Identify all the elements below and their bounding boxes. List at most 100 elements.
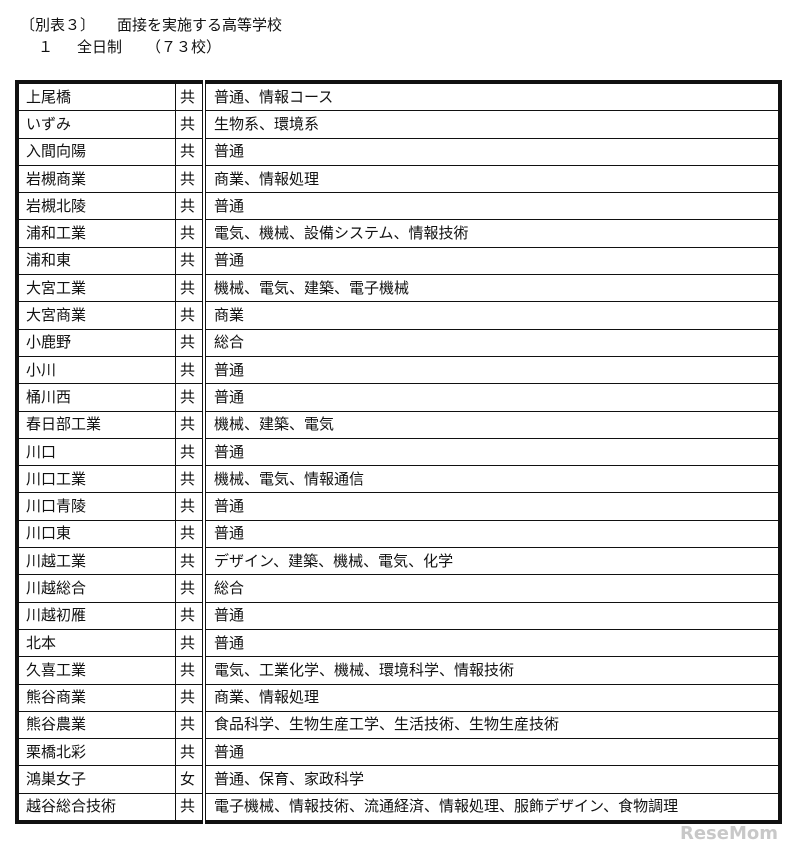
courses: 普通 bbox=[204, 738, 780, 767]
courses: 電気、工業化学、機械、環境科学、情報技術 bbox=[204, 656, 780, 685]
school-name: いずみ bbox=[17, 110, 176, 139]
table-row: 久喜工業共電気、工業化学、機械、環境科学、情報技術 bbox=[17, 656, 780, 685]
school-type: 共 bbox=[175, 683, 206, 712]
courses: 普通 bbox=[204, 492, 780, 521]
document-title: 〔別表３〕 面接を実施する高等学校 bbox=[20, 16, 304, 34]
courses: 機械、建築、電気 bbox=[204, 410, 780, 439]
subtitle-number: １ bbox=[38, 38, 54, 56]
school-type: 共 bbox=[175, 710, 206, 740]
school-name: 上尾橋 bbox=[17, 81, 176, 112]
courses: 電気、機械、設備システム、情報技術 bbox=[204, 219, 780, 248]
title-text: 面接を実施する高等学校 bbox=[117, 16, 283, 34]
courses: デザイン、建築、機械、電気、化学 bbox=[204, 547, 780, 576]
table-row: 北本共普通 bbox=[17, 628, 780, 658]
courses: 機械、電気、情報通信 bbox=[204, 465, 780, 494]
school-type: 共 bbox=[175, 246, 206, 276]
school-type: 共 bbox=[175, 547, 206, 576]
courses: 普通 bbox=[204, 192, 780, 221]
school-name: 越谷総合技術 bbox=[17, 792, 176, 823]
document-subtitle: １ 全日制 （７３校） bbox=[38, 38, 245, 56]
courses: 商業、情報処理 bbox=[204, 164, 780, 194]
school-name: 鴻巣女子 bbox=[17, 765, 176, 794]
table-row: 川口青陵共普通 bbox=[17, 492, 780, 521]
table-row: 熊谷農業共食品科学、生物生産工学、生活技術、生物生産技術 bbox=[17, 710, 780, 740]
school-name: 川越工業 bbox=[17, 547, 176, 576]
school-type: 共 bbox=[175, 519, 206, 549]
school-type: 共 bbox=[175, 656, 206, 685]
school-type: 共 bbox=[175, 164, 206, 194]
table-row: 入間向陽共普通 bbox=[17, 137, 780, 166]
school-type: 共 bbox=[175, 738, 206, 767]
courses: 総合 bbox=[204, 328, 780, 357]
table-row: 越谷総合技術共電子機械、情報技術、流通経済、情報処理、服飾デザイン、食物調理 bbox=[17, 792, 780, 823]
school-name: 大宮工業 bbox=[17, 274, 176, 303]
table-row: 浦和工業共電気、機械、設備システム、情報技術 bbox=[17, 219, 780, 248]
subtitle-label: 全日制 bbox=[77, 38, 123, 56]
subtitle-count: （７３校） bbox=[146, 38, 222, 56]
table-row: 上尾橋共普通、情報コース bbox=[17, 81, 780, 112]
school-type: 共 bbox=[175, 192, 206, 221]
school-name: 春日部工業 bbox=[17, 410, 176, 439]
table-row: 小川共普通 bbox=[17, 355, 780, 385]
table-row: 川口東共普通 bbox=[17, 519, 780, 549]
school-name: 浦和東 bbox=[17, 246, 176, 276]
table-row: 熊谷商業共商業、情報処理 bbox=[17, 683, 780, 712]
courses: 普通 bbox=[204, 628, 780, 658]
table-row: 川口工業共機械、電気、情報通信 bbox=[17, 465, 780, 494]
school-type: 共 bbox=[175, 383, 206, 412]
table-row: 川越初雁共普通 bbox=[17, 601, 780, 630]
school-type: 共 bbox=[175, 81, 206, 112]
school-name: 川越総合 bbox=[17, 574, 176, 603]
courses: 商業、情報処理 bbox=[204, 683, 780, 712]
table-row: 浦和東共普通 bbox=[17, 246, 780, 276]
courses: 普通 bbox=[204, 519, 780, 549]
courses: 普通 bbox=[204, 355, 780, 385]
courses: 普通、情報コース bbox=[204, 81, 780, 112]
school-type: 共 bbox=[175, 410, 206, 439]
courses: 普通、保育、家政科学 bbox=[204, 765, 780, 794]
school-name: 栗橋北彩 bbox=[17, 738, 176, 767]
school-type: 共 bbox=[175, 328, 206, 357]
school-type: 共 bbox=[175, 110, 206, 139]
school-name: 桶川西 bbox=[17, 383, 176, 412]
school-type: 共 bbox=[175, 792, 206, 823]
school-type: 共 bbox=[175, 574, 206, 603]
table-row: 栗橋北彩共普通 bbox=[17, 738, 780, 767]
schools-table: 上尾橋共普通、情報コース いずみ共生物系、環境系 入間向陽共普通 岩槻商業共商業、情報… bbox=[15, 80, 782, 825]
table-row: 岩槻北陵共普通 bbox=[17, 192, 780, 221]
table-row: 鴻巣女子女普通、保育、家政科学 bbox=[17, 765, 780, 794]
table-row: 大宮工業共機械、電気、建築、電子機械 bbox=[17, 274, 780, 303]
school-name: 熊谷農業 bbox=[17, 710, 176, 740]
watermark-logo: ReseMom bbox=[679, 823, 778, 844]
courses: 商業 bbox=[204, 301, 780, 330]
school-type: 共 bbox=[175, 601, 206, 630]
school-name: 川口東 bbox=[17, 519, 176, 549]
courses: 総合 bbox=[204, 574, 780, 603]
courses: 電子機械、情報技術、流通経済、情報処理、服飾デザイン、食物調理 bbox=[204, 792, 780, 823]
table-row: いずみ共生物系、環境系 bbox=[17, 110, 780, 139]
school-name: 久喜工業 bbox=[17, 656, 176, 685]
courses: 普通 bbox=[204, 601, 780, 630]
table-row: 桶川西共普通 bbox=[17, 383, 780, 412]
courses: 生物系、環境系 bbox=[204, 110, 780, 139]
school-type: 共 bbox=[175, 628, 206, 658]
table-row: 春日部工業共機械、建築、電気 bbox=[17, 410, 780, 439]
school-name: 川口 bbox=[17, 437, 176, 467]
school-name: 小鹿野 bbox=[17, 328, 176, 357]
school-name: 浦和工業 bbox=[17, 219, 176, 248]
courses: 普通 bbox=[204, 383, 780, 412]
courses: 普通 bbox=[204, 437, 780, 467]
courses: 食品科学、生物生産工学、生活技術、生物生産技術 bbox=[204, 710, 780, 740]
school-name: 川越初雁 bbox=[17, 601, 176, 630]
school-type: 共 bbox=[175, 301, 206, 330]
school-type: 共 bbox=[175, 465, 206, 494]
table-row: 川越工業共デザイン、建築、機械、電気、化学 bbox=[17, 547, 780, 576]
school-name: 大宮商業 bbox=[17, 301, 176, 330]
school-name: 小川 bbox=[17, 355, 176, 385]
school-name: 北本 bbox=[17, 628, 176, 658]
school-name: 川口青陵 bbox=[17, 492, 176, 521]
school-type: 共 bbox=[175, 355, 206, 385]
table-row: 岩槻商業共商業、情報処理 bbox=[17, 164, 780, 194]
school-name: 岩槻商業 bbox=[17, 164, 176, 194]
table-row: 川越総合共総合 bbox=[17, 574, 780, 603]
